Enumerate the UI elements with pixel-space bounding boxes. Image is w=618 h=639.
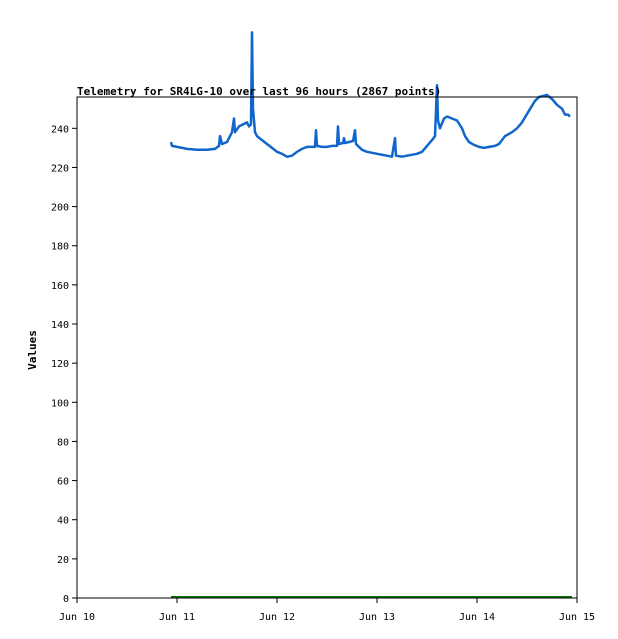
y-tick-label: 80 bbox=[57, 437, 69, 448]
y-axis-label: Values bbox=[26, 330, 39, 370]
series-layer bbox=[169, 31, 572, 598]
y-tick-label: 100 bbox=[51, 398, 69, 409]
ticks-layer: 0 20 40 60 80 100 120 140 160 180 200 220 240 Jun 10 J… bbox=[51, 124, 595, 623]
x-tick-label: Jun 12 bbox=[259, 612, 295, 623]
x-tick-label: Jun 10 bbox=[59, 612, 95, 623]
y-tick-label: 240 bbox=[51, 124, 69, 135]
x-tick-label: Jun 13 bbox=[359, 612, 395, 623]
y-tick-label: 120 bbox=[51, 359, 69, 370]
plot-frame bbox=[76, 96, 578, 599]
y-tick-label: 40 bbox=[57, 516, 69, 527]
y-tick-label: 200 bbox=[51, 203, 69, 214]
y-tick-label: 140 bbox=[51, 320, 69, 331]
series-line-0 bbox=[169, 31, 571, 158]
y-tick-label: 160 bbox=[51, 281, 69, 292]
y-tick-label: 20 bbox=[57, 555, 69, 566]
x-tick-label: Jun 11 bbox=[159, 612, 195, 623]
y-tick-label: 180 bbox=[51, 242, 69, 253]
y-tick-label: 0 bbox=[63, 594, 69, 605]
x-tick-label: Jun 15 bbox=[559, 612, 595, 623]
y-tick-label: 220 bbox=[51, 163, 69, 174]
x-tick-label: Jun 14 bbox=[459, 612, 495, 623]
chart-title: Telemetry for SR4LG-10 over last 96 hour… bbox=[77, 85, 441, 98]
y-tick-label: 60 bbox=[57, 477, 69, 488]
